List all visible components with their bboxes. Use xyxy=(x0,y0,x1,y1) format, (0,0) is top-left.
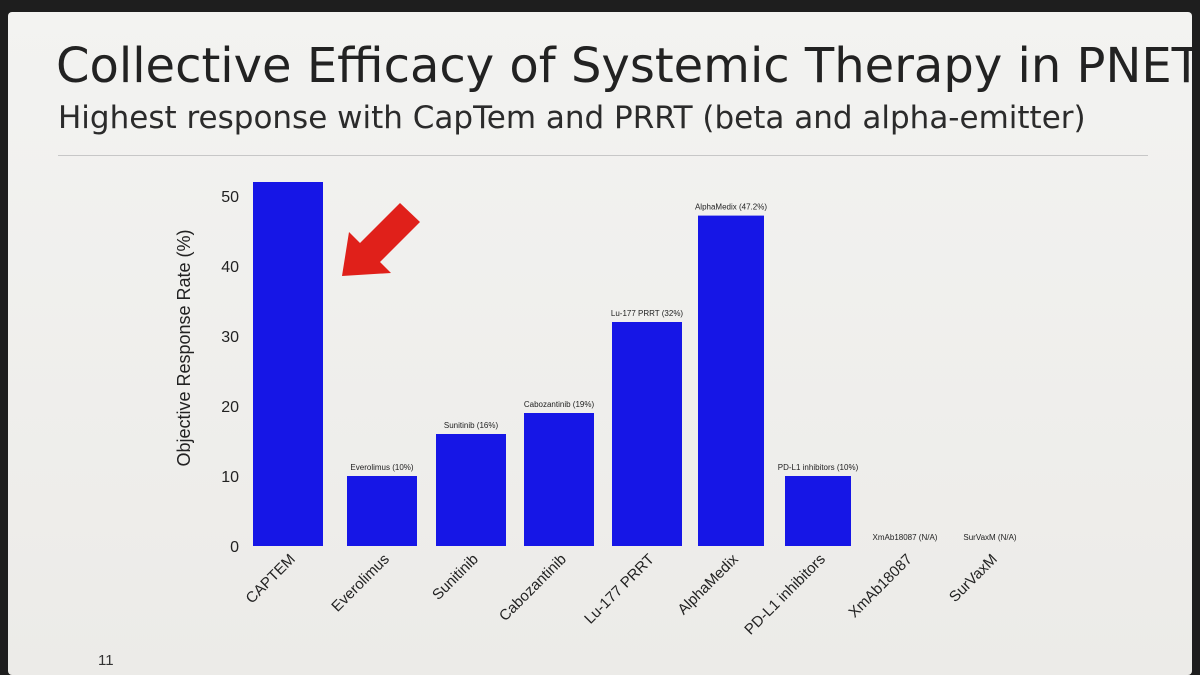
data-label-survaxm: SurVaxM (N/A) xyxy=(963,533,1017,542)
y-axis-ticks: 0 10 20 30 40 50 xyxy=(221,189,239,556)
y-tick-20: 20 xyxy=(221,399,239,416)
title-divider xyxy=(58,155,1148,156)
y-axis-label: Objective Response Rate (%) xyxy=(174,229,194,466)
y-tick-10: 10 xyxy=(221,469,239,486)
bar-alphamedix xyxy=(698,215,764,546)
bar-lu-177-prrt xyxy=(612,322,682,546)
data-label-alphamedix: AlphaMedix (47.2%) xyxy=(695,203,767,212)
x-tick-sunitinib: Sunitinib xyxy=(429,551,482,604)
bar-sunitinib xyxy=(436,434,506,546)
data-labels: Everolimus (10%) Sunitinib (16%) Cabozanti… xyxy=(350,203,1016,542)
data-label-sunitinib: Sunitinib (16%) xyxy=(444,421,499,430)
y-tick-50: 50 xyxy=(221,189,239,206)
bar-everolimus xyxy=(347,476,417,546)
red-arrow-annotation xyxy=(342,203,420,276)
data-label-everolimus: Everolimus (10%) xyxy=(350,463,413,472)
x-tick-lu-177-prrt: Lu-177 PRRT xyxy=(581,551,658,628)
y-tick-0: 0 xyxy=(230,539,239,556)
y-tick-40: 40 xyxy=(221,259,239,276)
bar-pd-l1-inhibitors xyxy=(785,476,851,546)
y-tick-30: 30 xyxy=(221,329,239,346)
bar-captem xyxy=(253,182,323,546)
slide-subtitle: Highest response with CapTem and PRRT (b… xyxy=(58,100,1086,136)
data-label-lu-177-prrt: Lu-177 PRRT (32%) xyxy=(611,309,684,318)
data-label-pd-l1-inhibitors: PD-L1 inhibitors (10%) xyxy=(778,463,859,472)
x-tick-xmab18087: XmAb18087 xyxy=(845,551,915,621)
x-tick-everolimus: Everolimus xyxy=(328,551,392,615)
slide: Collective Efficacy of Systemic Therapy … xyxy=(8,12,1192,675)
x-tick-pd-l1-inhibitors: PD-L1 inhibitors xyxy=(741,551,828,638)
data-label-cabozantinib: Cabozantinib (19%) xyxy=(524,400,595,409)
x-tick-cabozantinib: Cabozantinib xyxy=(496,551,570,625)
x-axis-ticks: CAPTEM Everolimus Sunitinib Cabozantinib Lu-… xyxy=(243,550,1001,638)
bar-cabozantinib xyxy=(524,413,594,546)
data-label-xmab18087: XmAb18087 (N/A) xyxy=(873,533,938,542)
x-tick-survaxm: SurVaxM xyxy=(946,551,1001,606)
bars xyxy=(253,182,851,546)
x-tick-alphamedix: AlphaMedix xyxy=(674,550,742,618)
page-number: 11 xyxy=(98,652,114,669)
slide-title: Collective Efficacy of Systemic Therapy … xyxy=(56,38,1192,94)
x-tick-captem: CAPTEM xyxy=(243,551,299,607)
